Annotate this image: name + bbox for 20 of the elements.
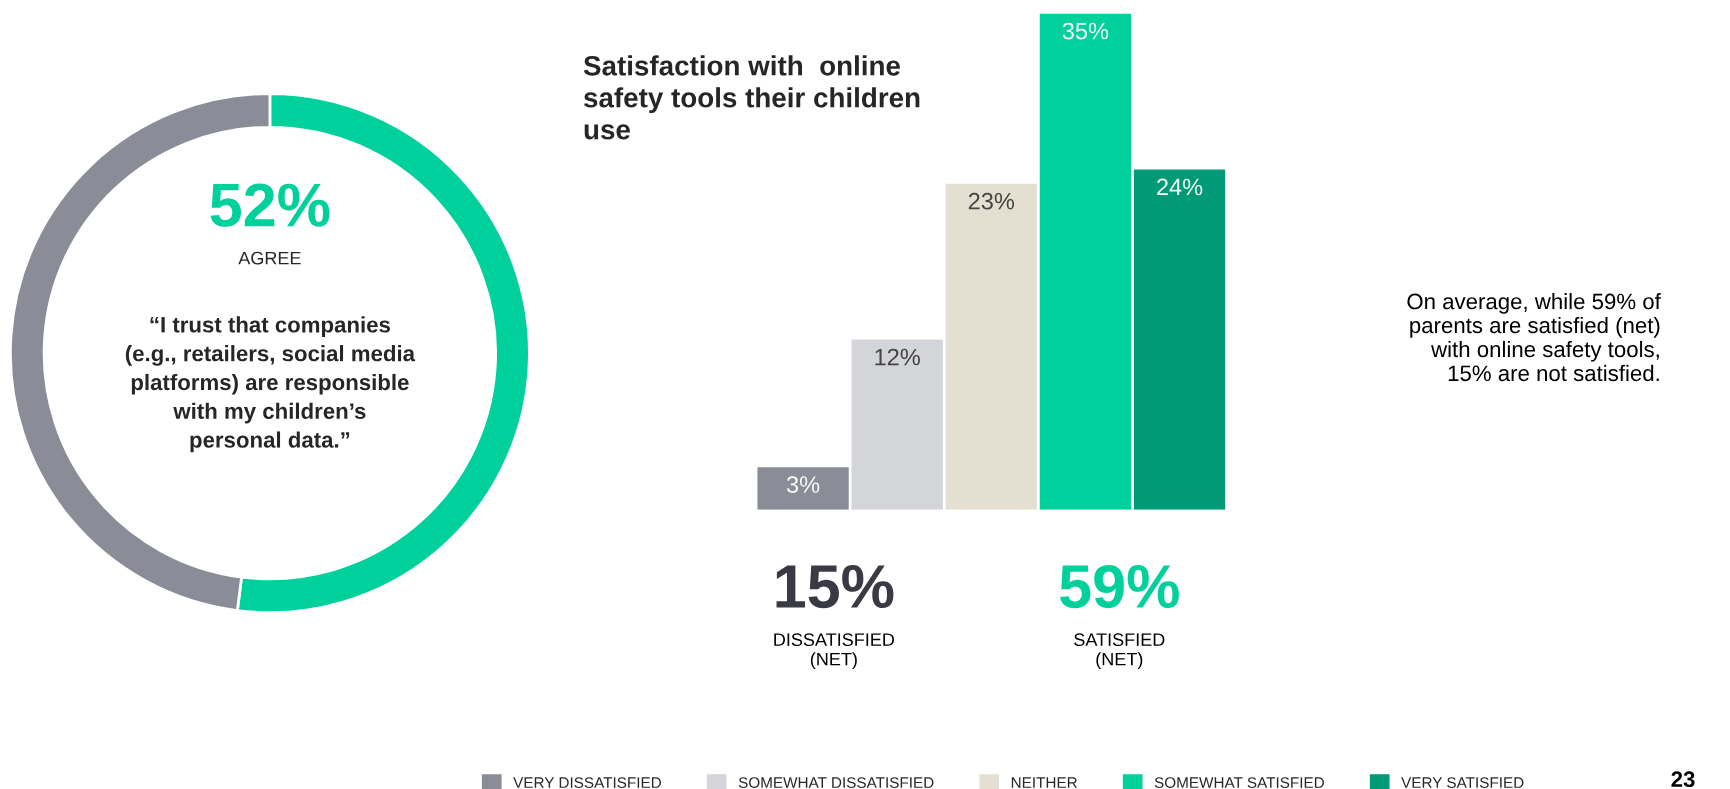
legend-label: VERY DISSATISFIED — [513, 777, 661, 789]
data-label: 52% — [210, 183, 330, 227]
text: 59% — [1060, 564, 1179, 609]
text: On average, while 59% of parents are satisfied (net) with online safety tools, 15% are not satisfied. — [1407, 293, 1661, 382]
legend-label: VERY SATISFIED — [1401, 777, 1524, 789]
legend-label: SOMEWHAT DISSATISFIED — [738, 777, 934, 789]
text: DISSATISFIED (NET) — [774, 633, 895, 670]
slice-label: AGREE — [238, 251, 301, 265]
text: 15% — [776, 565, 894, 609]
data-label: 35% — [1062, 22, 1109, 40]
data-label: 3% — [786, 476, 820, 493]
text: SATISFIED (NET) — [1074, 633, 1165, 670]
text: “I trust that companies (e.g., retailers, social media platforms) are responsible with my children’s personal data.” — [125, 316, 416, 453]
data-label: 24% — [1157, 178, 1203, 196]
data-label: 12% — [875, 348, 920, 366]
data-label: 23% — [968, 192, 1015, 210]
legend-label: NEITHER — [1011, 777, 1077, 788]
text: Satisfaction with online safety tools their children use — [583, 55, 920, 140]
text: 23 — [1671, 771, 1695, 788]
legend-label: SOMEWHAT SATISFIED — [1154, 777, 1324, 789]
